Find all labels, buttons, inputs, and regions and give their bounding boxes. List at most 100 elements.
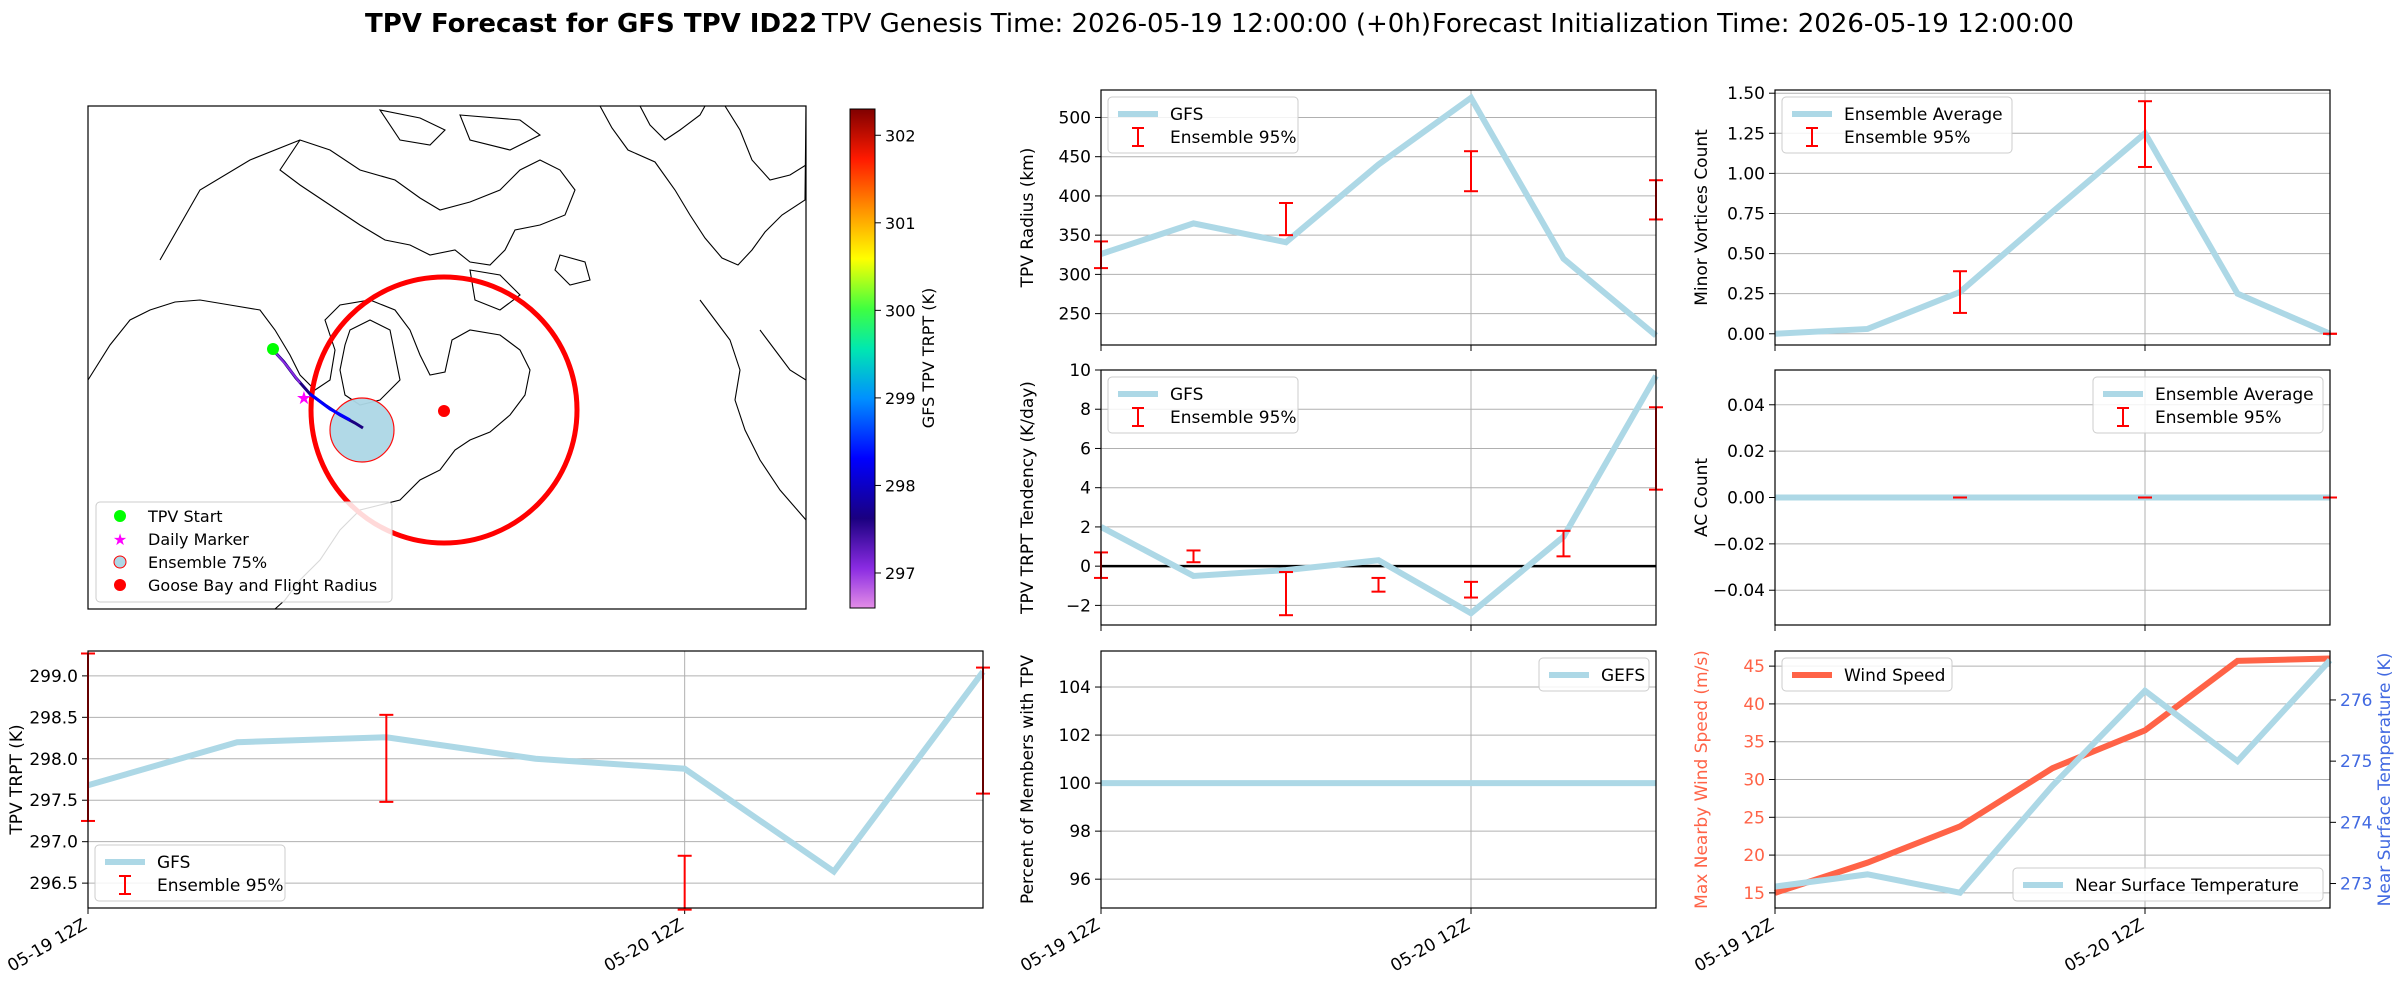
legend-ensemble-icon bbox=[113, 555, 127, 569]
legend-box bbox=[1781, 96, 2013, 154]
ensemble-75-circle bbox=[329, 397, 395, 463]
ytick-right-label: 275 bbox=[2340, 752, 2372, 772]
legend-label: GFS bbox=[1170, 105, 1203, 125]
colorbar-tick-label: 300 bbox=[885, 301, 916, 320]
axes-frame bbox=[87, 650, 984, 909]
ytick-label: 250 bbox=[1059, 305, 1091, 325]
ytick-right-label: 276 bbox=[2340, 691, 2372, 711]
ytick-label: 500 bbox=[1059, 108, 1091, 128]
series-line-0 bbox=[87, 669, 986, 876]
legend: GEFS bbox=[1538, 657, 1650, 692]
ytick-label: 35 bbox=[1743, 733, 1765, 753]
series-line-1 bbox=[1774, 658, 2333, 896]
ytick-label: 1.25 bbox=[1727, 124, 1765, 144]
ytick-label: 296.5 bbox=[29, 874, 78, 894]
ytick-label: 0.25 bbox=[1727, 285, 1765, 305]
xtick-label: 05-20 12Z bbox=[1387, 915, 1473, 976]
ylabel: Max Nearby Wind Speed (m/s) bbox=[1692, 650, 1712, 909]
axes-frame bbox=[1774, 369, 2331, 626]
hudson-bay bbox=[339, 319, 401, 406]
xtick-label: 05-20 12Z bbox=[2061, 915, 2147, 976]
series-line-0 bbox=[1100, 93, 1658, 338]
ytick-label: 1.00 bbox=[1727, 164, 1765, 184]
daily-marker-star: ★ bbox=[296, 388, 312, 409]
colorbar-tick-label: 298 bbox=[885, 476, 916, 495]
chart-minor: 0.00 0.25 0.50 0.75 1.00 1.25 1.50 Minor Vortic… bbox=[1692, 84, 2337, 351]
north-america-coast bbox=[88, 299, 531, 609]
ytick-label: 0.02 bbox=[1727, 442, 1765, 462]
ytick-label: −0.04 bbox=[1713, 581, 1765, 601]
xtick-label: 05-19 12Z bbox=[1691, 915, 1777, 976]
legend-label: Ensemble Average bbox=[2155, 385, 2314, 405]
legend-goosebay-icon bbox=[114, 579, 126, 591]
ytick-right-label: 274 bbox=[2340, 813, 2372, 833]
legend-daily-label: Daily Marker bbox=[148, 530, 249, 549]
ytick-label: 0.75 bbox=[1727, 204, 1765, 224]
legend: Ensemble Average Ensemble 95% bbox=[2092, 376, 2324, 434]
legend-daily-icon: ★ bbox=[113, 530, 127, 549]
ytick-label: 450 bbox=[1059, 148, 1091, 168]
legend-goosebay-label: Goose Bay and Flight Radius bbox=[148, 576, 377, 595]
ytick-label: 297.5 bbox=[29, 791, 78, 811]
legend: Near Surface Temperature bbox=[2012, 867, 2324, 902]
ytick-label: 6 bbox=[1080, 439, 1091, 459]
suptitle-genesis: TPV Genesis Time: 2026-05-19 12:00:00 (+… bbox=[821, 9, 1431, 39]
legend-label: Ensemble 95% bbox=[2155, 408, 2282, 428]
colorbar-tick-label: 299 bbox=[885, 389, 916, 408]
eurasia-coast bbox=[724, 106, 806, 181]
ytick-label: 98 bbox=[1069, 822, 1091, 842]
ytick-label: 30 bbox=[1743, 771, 1765, 791]
legend-label: Ensemble 95% bbox=[1170, 408, 1297, 428]
colorbar bbox=[849, 108, 876, 609]
legend-label: Ensemble 95% bbox=[1844, 128, 1971, 148]
ytick-label: 298.0 bbox=[29, 750, 78, 770]
xtick-label: 05-19 12Z bbox=[4, 915, 90, 976]
ytick-right-label: 273 bbox=[2340, 875, 2372, 895]
axes-frame bbox=[1100, 369, 1657, 626]
legend-label: GFS bbox=[1170, 385, 1203, 405]
chart-radius: 250 300 350 400 450 500 TPV Radius (km) GFS Ense… bbox=[1018, 89, 1663, 351]
ytick-label: 0.04 bbox=[1727, 396, 1765, 416]
ytick-label: 297.0 bbox=[29, 833, 78, 853]
suptitle-init: Forecast Initialization Time: 2026-05-19… bbox=[1432, 9, 2074, 39]
ytick-label: 96 bbox=[1069, 870, 1091, 890]
colorbar-tick-label: 297 bbox=[885, 564, 916, 583]
chart-tendency: −2 0 2 4 6 8 10 TPV TRPT Tendency (K/day) GFS Ens… bbox=[1018, 361, 1663, 631]
ytick-label: 40 bbox=[1743, 695, 1765, 715]
axes-frame bbox=[1100, 650, 1657, 909]
xtick-label: 05-19 12Z bbox=[1017, 915, 1103, 976]
xtick-label: 05-20 12Z bbox=[601, 915, 687, 976]
ytick-label: 4 bbox=[1080, 479, 1091, 499]
axes-frame bbox=[1100, 89, 1657, 346]
tpv-start-marker bbox=[267, 343, 279, 355]
ytick-label: 0.00 bbox=[1727, 489, 1765, 509]
arctic-islands bbox=[279, 139, 576, 266]
legend-label: Ensemble Average bbox=[1844, 105, 2003, 125]
legend-label: GFS bbox=[157, 853, 190, 873]
legend-box bbox=[1781, 657, 1953, 692]
ylabel: Percent of Members with TPV bbox=[1018, 655, 1038, 904]
ytick-label: 104 bbox=[1059, 678, 1091, 698]
colorbar-tick-label: 302 bbox=[885, 126, 916, 145]
ytick-label: 2 bbox=[1080, 518, 1091, 538]
map-legend: TPV Start ★ Daily Marker Ensemble 75% Go… bbox=[95, 501, 393, 603]
axes-frame bbox=[1774, 650, 2331, 909]
legend-box bbox=[2092, 376, 2324, 434]
ylabel-right: Near Surface Temperature (K) bbox=[2375, 653, 2395, 907]
legend-label: Near Surface Temperature bbox=[2075, 876, 2299, 896]
ytick-label: 298.5 bbox=[29, 708, 78, 728]
ytick-label: 299.0 bbox=[29, 667, 78, 687]
ytick-label: 350 bbox=[1059, 226, 1091, 246]
ytick-label: 300 bbox=[1059, 265, 1091, 285]
ytick-label: −0.02 bbox=[1713, 535, 1765, 555]
chart-ac: −0.04 −0.02 0.00 0.02 0.04 AC Count Ensemble A… bbox=[1692, 369, 2337, 631]
ytick-label: 100 bbox=[1059, 774, 1091, 794]
ylabel: TPV Radius (km) bbox=[1018, 148, 1038, 289]
legend: GFS Ensemble 95% bbox=[94, 844, 286, 902]
ytick-label: 0.00 bbox=[1727, 325, 1765, 345]
ytick-label: 45 bbox=[1743, 657, 1765, 677]
ytick-label: 0.50 bbox=[1727, 245, 1765, 265]
map-panel: ★ TPV Start ★ Daily Marker Ensemble 75% … bbox=[87, 105, 938, 610]
legend: Wind Speed bbox=[1781, 657, 1953, 692]
